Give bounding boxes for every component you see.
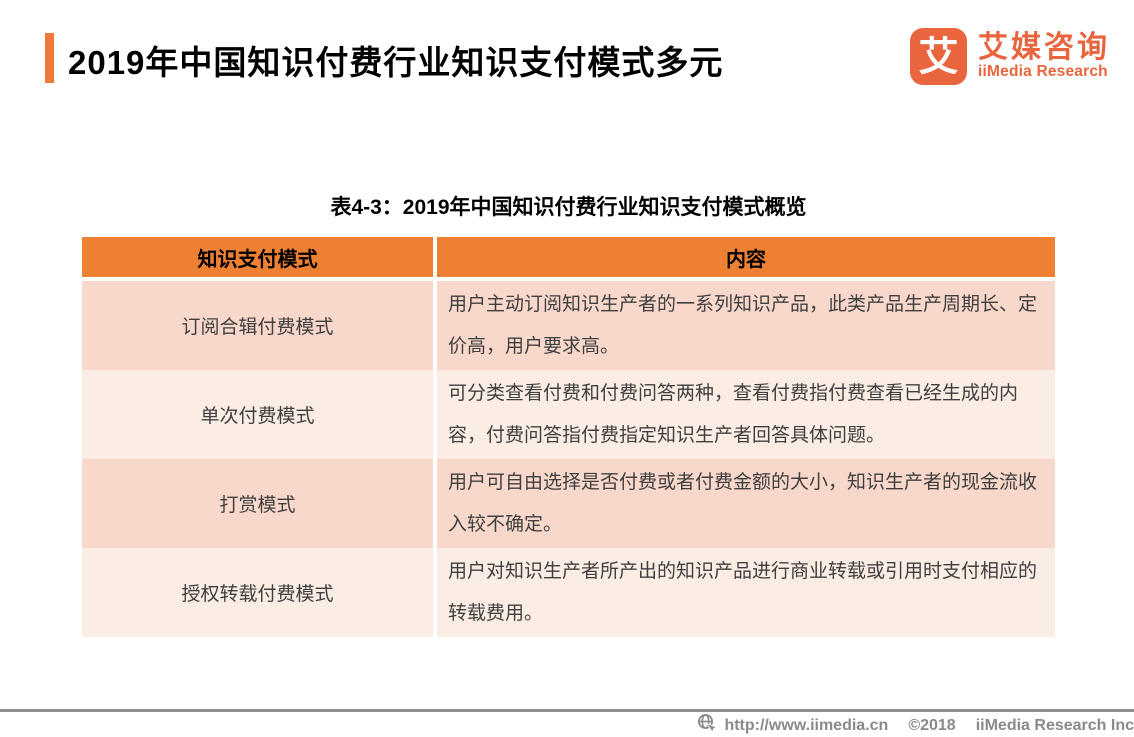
table-row: 授权转载付费模式 用户对知识生产者所产出的知识产品进行商业转载或引用时支付相应的… [82, 548, 1055, 637]
title-accent-bar [45, 33, 54, 83]
table-row: 打赏模式 用户可自由选择是否付费或者付费金额的大小，知识生产者的现金流收入较不确… [82, 459, 1055, 548]
content-cell: 用户主动订阅知识生产者的一系列知识产品，此类产品生产周期长、定价高，用户要求高。 [437, 281, 1055, 370]
table-row: 单次付费模式 可分类查看付费和付费问答两种，查看付费指付费查看已经生成的内容，付… [82, 370, 1055, 459]
payment-mode-table: 知识支付模式 内容 订阅合辑付费模式 用户主动订阅知识生产者的一系列知识产品，此… [82, 237, 1055, 637]
footer-company: iiMedia Research Inc [975, 716, 1134, 734]
footer-divider [0, 709, 1134, 712]
iimedia-logo-icon: 艾 [910, 28, 967, 85]
footer-copyright: ©2018 [908, 716, 956, 734]
logo-name-cn: 艾媒咨询 [978, 30, 1110, 64]
column-header-mode: 知识支付模式 [82, 237, 433, 277]
table-caption: 表4-3：2019年中国知识付费行业知识支付模式概览 [330, 196, 807, 219]
footer-url: http://www.iimedia.cn [724, 716, 889, 734]
iimedia-logo: 艾 艾媒咨询 iiMedia Research [910, 28, 1110, 85]
content-text: 用户可自由选择是否付费或者付费金额的大小，知识生产者的现金流收入较不确定。 [448, 471, 1038, 535]
mode-cell: 单次付费模式 [82, 370, 433, 459]
page-title: 2019年中国知识付费行业知识支付模式多元 [68, 44, 724, 81]
mode-cell: 授权转载付费模式 [82, 548, 433, 637]
logo-name-en: iiMedia Research [978, 63, 1108, 81]
content-text: 用户对知识生产者所产出的知识产品进行商业转载或引用时支付相应的转载费用。 [448, 560, 1038, 624]
mode-cell: 打赏模式 [82, 459, 433, 548]
content-cell: 可分类查看付费和付费问答两种，查看付费指付费查看已经生成的内容，付费问答指付费指… [437, 370, 1055, 459]
content-cell: 用户可自由选择是否付费或者付费金额的大小，知识生产者的现金流收入较不确定。 [437, 459, 1055, 548]
footer: http://www.iimedia.cn ©2018 iiMedia Rese… [696, 713, 1134, 737]
table-row: 订阅合辑付费模式 用户主动订阅知识生产者的一系列知识产品，此类产品生产周期长、定… [82, 281, 1055, 370]
content-text: 用户主动订阅知识生产者的一系列知识产品，此类产品生产周期长、定价高，用户要求高。 [448, 293, 1038, 357]
globe-cursor-icon [696, 713, 719, 737]
mode-cell: 订阅合辑付费模式 [82, 281, 433, 370]
content-cell: 用户对知识生产者所产出的知识产品进行商业转载或引用时支付相应的转载费用。 [437, 548, 1055, 637]
table-header-row: 知识支付模式 内容 [82, 237, 1055, 277]
logo-text: 艾媒咨询 iiMedia Research [978, 32, 1110, 82]
content-text: 可分类查看付费和付费问答两种，查看付费指付费查看已经生成的内容，付费问答指付费指… [448, 382, 1019, 446]
column-header-content: 内容 [437, 237, 1055, 277]
